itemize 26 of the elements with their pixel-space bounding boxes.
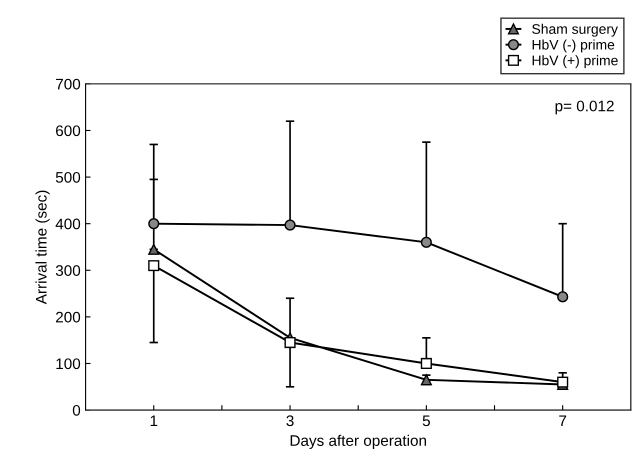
x-tick-label: 7 (559, 416, 566, 426)
y-tick-label: 200 (56, 312, 80, 323)
y-axis-title: Arrival time (sec) (35, 190, 50, 304)
x-tick-label: 5 (422, 416, 430, 426)
legend-label: Sham surgery (532, 24, 618, 37)
point (420, 236, 432, 248)
y-tick-label: 100 (56, 358, 80, 370)
y-tick-label: 500 (56, 172, 80, 183)
point (557, 291, 568, 302)
y-tick-label: 300 (56, 265, 80, 276)
y-tick-label: 400 (56, 218, 80, 230)
x-axis-title: Days after operation (290, 434, 426, 449)
point (420, 358, 432, 370)
x-tick-label: 3 (286, 415, 294, 426)
point (148, 218, 160, 230)
y-tick-label: 0 (72, 404, 80, 416)
point (284, 220, 296, 231)
y-tick-label: 600 (56, 125, 80, 136)
annotation: p= 0.012 (556, 100, 614, 114)
legend-label: HbV (+) prime (532, 55, 618, 68)
legend-label: HbV (-) prime (532, 39, 614, 52)
point (284, 336, 296, 348)
x-tick-label: 1 (150, 416, 158, 426)
point (148, 244, 160, 255)
y-tick-label: 700 (56, 78, 80, 90)
point (148, 260, 160, 272)
